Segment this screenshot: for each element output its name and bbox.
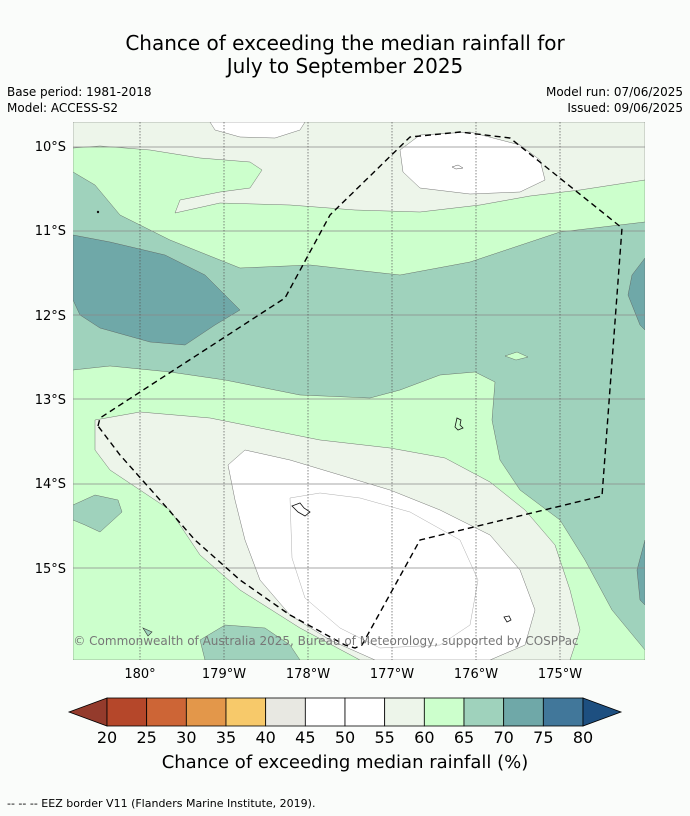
lat-label: 13°S (35, 393, 66, 408)
colorbar-swatch (265, 697, 306, 727)
eez-border (97, 131, 623, 649)
lon-label: 180° (124, 667, 155, 682)
colorbar-swatch (304, 697, 346, 727)
map-title-line2: July to September 2025 (226, 54, 464, 78)
base-period: Base period: 1981-2018 (7, 85, 152, 99)
colorbar (67, 697, 623, 727)
colorbar-tick-label: 45 (295, 728, 316, 747)
lon-label: 178°W (286, 667, 330, 682)
model-name: Model: ACCESS-S2 (7, 101, 119, 115)
colorbar-swatch (463, 697, 505, 727)
colorbar-swatch (542, 697, 584, 727)
map-title-line1: Chance of exceeding the median rainfall … (125, 31, 565, 55)
colorbar-tick-label: 20 (96, 728, 118, 747)
lat-label: 14°S (35, 477, 66, 492)
colorbar-tick-label: 75 (533, 728, 554, 747)
colorbar-tick-label: 70 (493, 728, 514, 747)
colorbar-tick-label: 40 (255, 728, 276, 747)
longitude-labels: 180° 179°W 178°W 177°W 176°W 175°W (124, 667, 582, 682)
eez-legend: -- -- -- EEZ border V11 (Flanders Marine… (7, 797, 316, 810)
model-run: Model run: 07/06/2025 (545, 85, 683, 99)
lat-label: 10°S (35, 140, 66, 155)
lat-label: 11°S (35, 224, 66, 239)
colorbar-high-extension (582, 697, 623, 727)
colorbar-low-extension (67, 697, 108, 727)
colorbar-swatch (106, 697, 148, 727)
colorbar-swatch (503, 697, 544, 727)
graticule (73, 122, 645, 660)
probability-contours (73, 122, 645, 660)
colorbar-tick-label: 25 (136, 728, 157, 747)
colorbar-swatch (185, 697, 227, 727)
colorbar-swatch (146, 697, 187, 727)
colorbar-tick-label: 30 (176, 728, 197, 747)
latitude-labels: 10°S 11°S 12°S 13°S 14°S 15°S (35, 140, 66, 577)
issued-date: Issued: 09/06/2025 (567, 101, 683, 115)
colorbar-tick-label: 35 (215, 728, 237, 747)
colorbar-swatch (423, 697, 465, 727)
colorbar-tick-label: 60 (414, 728, 435, 747)
copyright-notice: © Commonwealth of Australia 2025, Bureau… (73, 634, 578, 648)
colorbar-swatch (225, 697, 267, 727)
lat-label: 15°S (35, 562, 66, 577)
colorbar-label: Chance of exceeding median rainfall (%) (161, 752, 529, 773)
colorbar-tick-label: 50 (334, 728, 356, 747)
colorbar-tick-label: 65 (453, 728, 475, 747)
colorbar-swatch (384, 697, 425, 727)
lon-label: 175°W (538, 667, 582, 682)
islands (96, 210, 512, 623)
colorbar-tick-label: 80 (572, 728, 594, 747)
lon-label: 179°W (202, 667, 246, 682)
lat-label: 12°S (35, 309, 66, 324)
colorbar-swatch (344, 697, 386, 727)
colorbar-tick-label: 55 (374, 728, 395, 747)
lon-label: 176°W (454, 667, 498, 682)
lon-label: 177°W (370, 667, 414, 682)
